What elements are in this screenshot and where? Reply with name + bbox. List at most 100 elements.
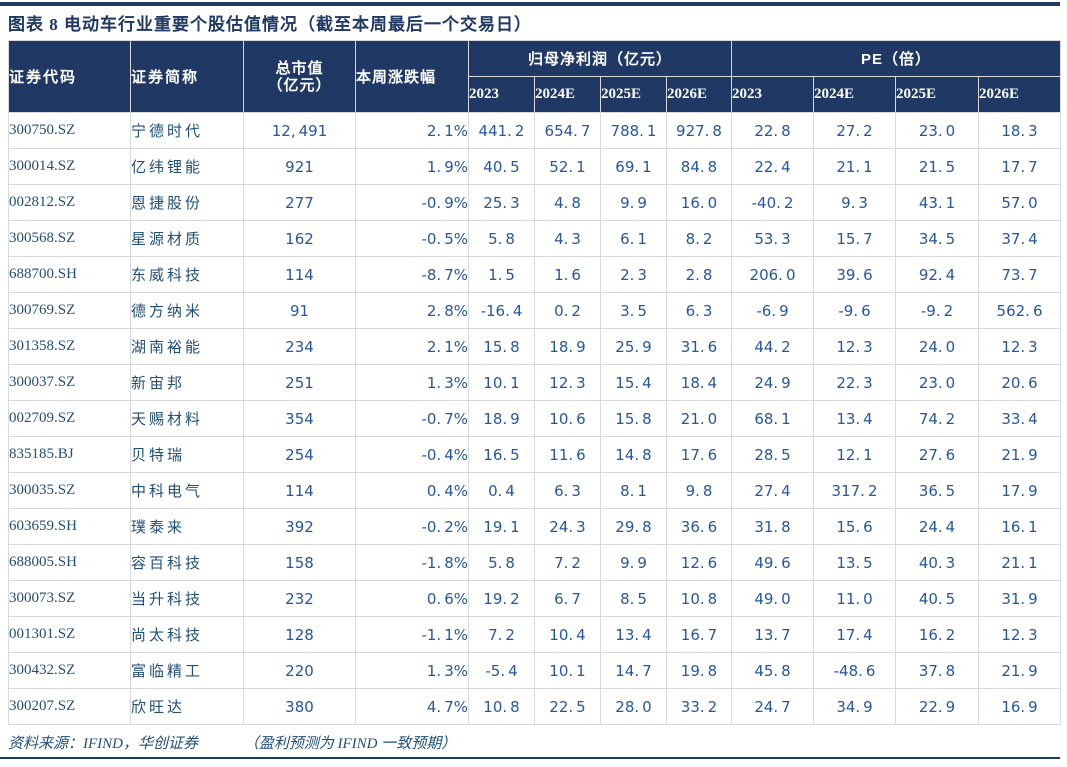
net-profit-cell: 16. 7 <box>665 616 733 653</box>
stock-name-cell: 中科电气 <box>130 472 244 509</box>
pe-cell: 21. 9 <box>978 652 1062 689</box>
stock-code-cell: 300769.SZ <box>8 292 131 329</box>
net-profit-cell: 14. 8 <box>600 436 667 473</box>
pe-cell: 20. 6 <box>978 364 1062 401</box>
net-profit-cell: 18. 9 <box>534 328 601 365</box>
pe-cell: 28. 5 <box>731 436 815 473</box>
net-profit-cell: 1. 6 <box>534 256 601 293</box>
pe-year-header-2023: 2023 <box>731 76 815 113</box>
weekly-change-cell: -0. 2% <box>355 508 469 545</box>
weekly-change-cell: 1. 9% <box>355 148 469 185</box>
weekly-change-cell: -0. 7% <box>355 400 469 437</box>
pe-cell: 22. 8 <box>731 112 815 149</box>
pe-cell: 31. 8 <box>731 508 815 545</box>
weekly-change-cell: 1. 3% <box>355 652 469 689</box>
market-cap-header-line1: 总市值 <box>275 59 324 77</box>
stock-code-cell: 300207.SZ <box>8 688 131 725</box>
group-header-net-profit: 归母净利润（亿元） <box>467 40 733 77</box>
pe-cell: 17. 7 <box>978 148 1062 185</box>
net-profit-cell: 6. 3 <box>665 292 733 329</box>
weekly-change-cell: 4. 7% <box>355 688 469 725</box>
net-profit-cell: 40. 5 <box>468 148 535 185</box>
stock-name-cell: 东威科技 <box>130 256 244 293</box>
pe-cell: 13. 4 <box>813 400 897 437</box>
top-divider-rule <box>0 2 1060 6</box>
net-profit-cell: -5. 4 <box>468 652 535 689</box>
pe-cell: 68. 1 <box>731 400 815 437</box>
net-profit-cell: 0. 2 <box>534 292 601 329</box>
net-profit-cell: 25. 9 <box>600 328 667 365</box>
net-profit-cell: 33. 2 <box>665 688 733 725</box>
stock-code-cell: 688005.SH <box>8 544 131 581</box>
net-profit-cell: 69. 1 <box>600 148 667 185</box>
net-profit-cell: 6. 3 <box>534 472 601 509</box>
pe-year-header-2026e: 2026E <box>978 76 1062 113</box>
table-row: 603659.SH 璞泰来 392 -0. 2% 19. 1 24. 3 29. 8 36. … <box>8 508 1062 545</box>
pe-year-header-2024e: 2024E <box>813 76 897 113</box>
net-profit-cell: 52. 1 <box>534 148 601 185</box>
pe-cell: 37. 8 <box>895 652 980 689</box>
pe-year-header-2025e: 2025E <box>895 76 980 113</box>
pe-cell: 24. 9 <box>731 364 815 401</box>
pe-cell: 15. 7 <box>813 220 897 257</box>
table-row: 688700.SH 东威科技 114 -8. 7% 1. 5 1. 6 2. 3 2. 8 20… <box>8 256 1062 293</box>
net-profit-cell: 441. 2 <box>468 112 535 149</box>
net-profit-cell: 13. 4 <box>600 616 667 653</box>
header-group-row: 证券代码 证券简称 总市值 （亿元） 本周涨跌幅 归母净利润（亿元） PE（倍） <box>8 40 1062 113</box>
net-profit-cell: 0. 4 <box>468 472 535 509</box>
pe-cell: 9. 3 <box>813 184 897 221</box>
pe-cell: 18. 3 <box>978 112 1062 149</box>
stock-name-cell: 亿纬锂能 <box>130 148 244 185</box>
stock-code-cell: 301358.SZ <box>8 328 131 365</box>
weekly-change-cell: 2. 1% <box>355 328 469 365</box>
pe-cell: 12. 3 <box>978 328 1062 365</box>
pe-cell: 74. 2 <box>895 400 980 437</box>
weekly-change-cell: -1. 8% <box>355 544 469 581</box>
pe-cell: -9. 2 <box>895 292 980 329</box>
stock-code-cell: 300014.SZ <box>8 148 131 185</box>
net-profit-cell: 15. 8 <box>600 400 667 437</box>
table-row: 300750.SZ 宁德时代 12, 491 2. 1% 441. 2 654. 7 788… <box>8 112 1062 149</box>
stock-code-cell: 300073.SZ <box>8 580 131 617</box>
market-cap-cell: 91 <box>243 292 356 329</box>
pe-cell: 15. 6 <box>813 508 897 545</box>
net-profit-cell: 29. 8 <box>600 508 667 545</box>
net-profit-cell: 10. 1 <box>534 652 601 689</box>
stock-code-cell: 835185.BJ <box>8 436 131 473</box>
net-profit-cell: 15. 8 <box>468 328 535 365</box>
pe-cell: 24. 4 <box>895 508 980 545</box>
stock-code-cell: 001301.SZ <box>8 616 131 653</box>
net-profit-cell: 4. 3 <box>534 220 601 257</box>
market-cap-cell: 234 <box>243 328 356 365</box>
market-cap-cell: 162 <box>243 220 356 257</box>
pe-cell: 22. 3 <box>813 364 897 401</box>
stock-name-cell: 德方纳米 <box>130 292 244 329</box>
net-profit-cell: 5. 8 <box>468 220 535 257</box>
np-year-header-2026e: 2026E <box>665 76 733 113</box>
valuation-table: 证券代码 证券简称 总市值 （亿元） 本周涨跌幅 归母净利润（亿元） PE（倍）… <box>8 40 1062 725</box>
stock-name-cell: 宁德时代 <box>130 112 244 149</box>
pe-cell: 12. 3 <box>978 616 1062 653</box>
pe-cell: 21. 1 <box>978 544 1062 581</box>
pe-cell: 44. 2 <box>731 328 815 365</box>
pe-cell: 13. 5 <box>813 544 897 581</box>
stock-name-cell: 天赐材料 <box>130 400 244 437</box>
pe-cell: 16. 9 <box>978 688 1062 725</box>
np-year-header-2024e: 2024E <box>534 76 601 113</box>
pe-cell: 34. 9 <box>813 688 897 725</box>
pe-cell: -9. 6 <box>813 292 897 329</box>
net-profit-cell: 4. 8 <box>534 184 601 221</box>
pe-cell: 17. 9 <box>978 472 1062 509</box>
net-profit-cell: 12. 6 <box>665 544 733 581</box>
stock-code-cell: 002812.SZ <box>8 184 131 221</box>
pe-cell: 206. 0 <box>731 256 815 293</box>
pe-cell: 34. 5 <box>895 220 980 257</box>
market-cap-cell: 232 <box>243 580 356 617</box>
pe-cell: 40. 3 <box>895 544 980 581</box>
net-profit-cell: 9. 9 <box>600 544 667 581</box>
pe-cell: 43. 1 <box>895 184 980 221</box>
table-row: 001301.SZ 尚太科技 128 -1. 1% 7. 2 10. 4 13. 4 16. … <box>8 616 1062 653</box>
market-cap-cell: 921 <box>243 148 356 185</box>
net-profit-cell: 24. 3 <box>534 508 601 545</box>
pe-cell: 21. 5 <box>895 148 980 185</box>
